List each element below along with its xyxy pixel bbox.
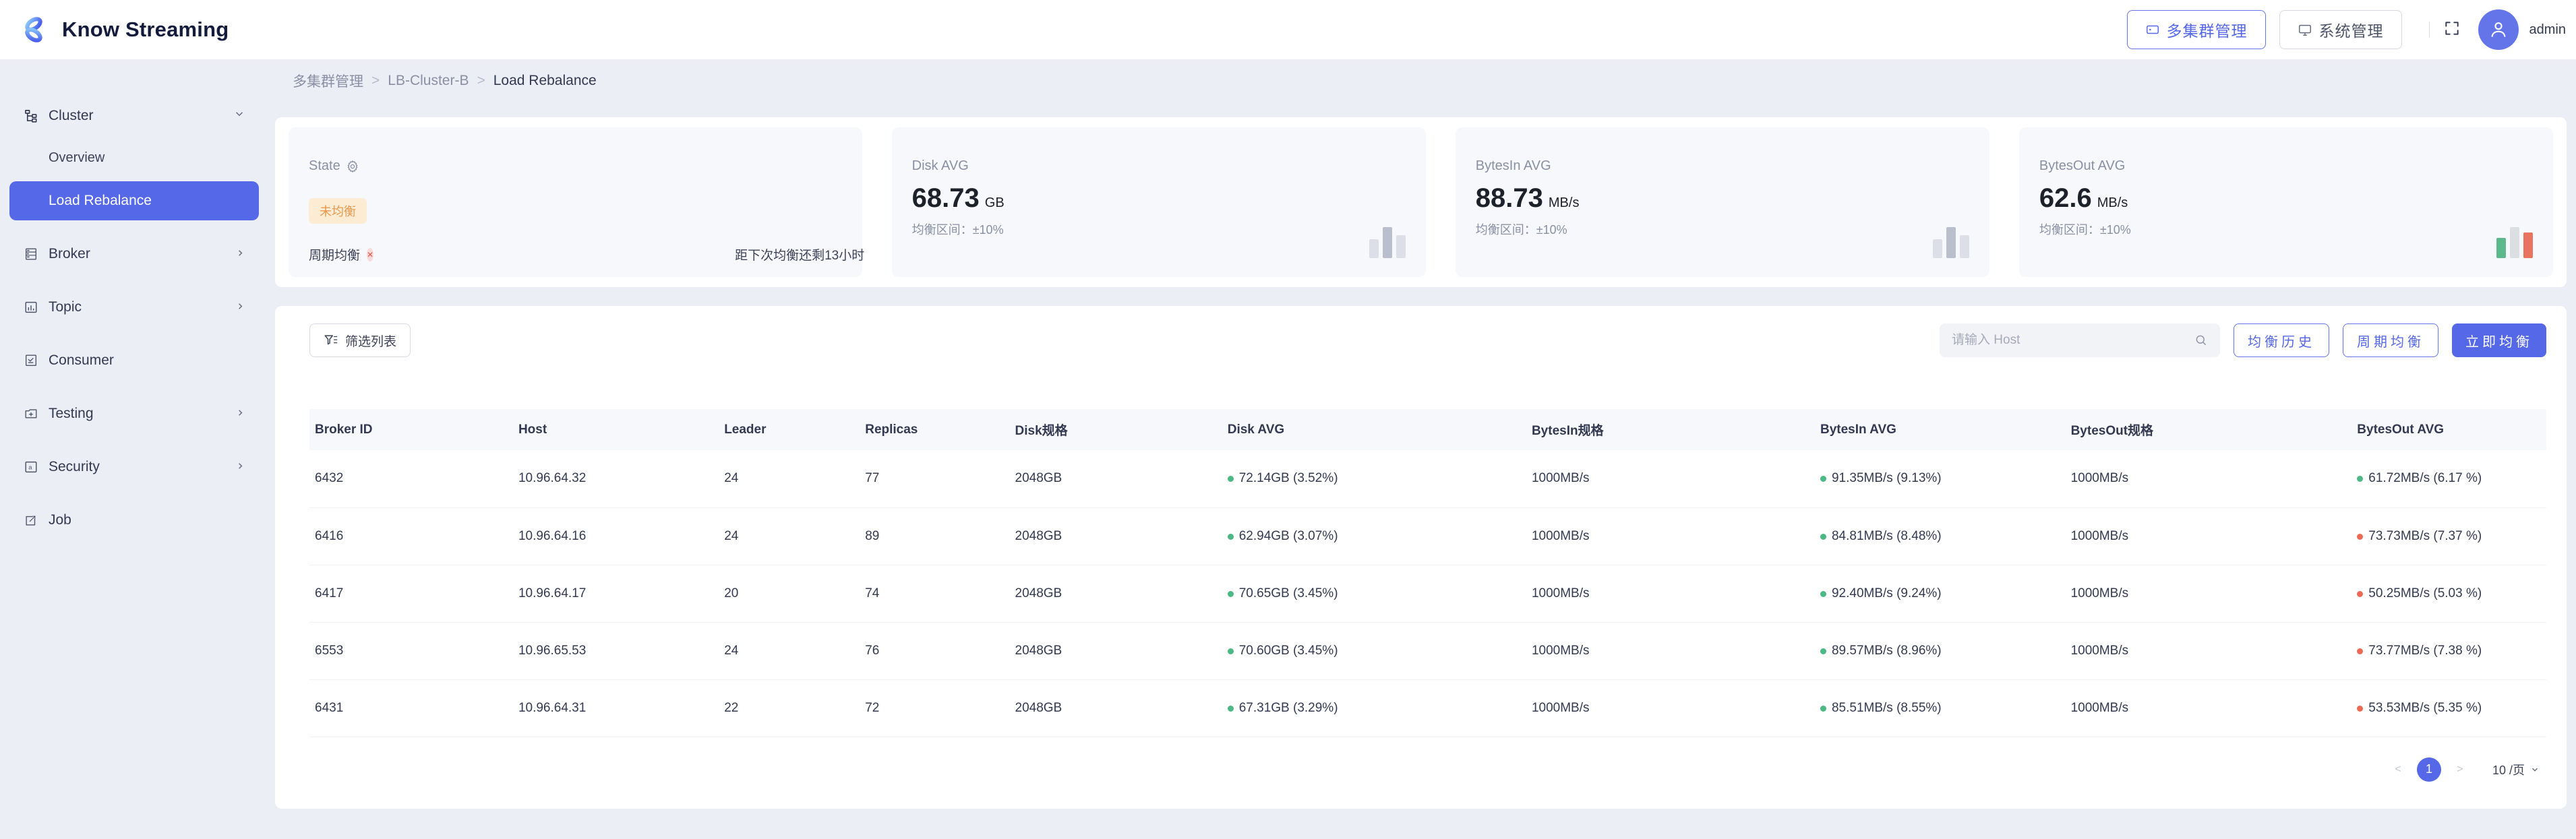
svg-text:a: a — [28, 464, 32, 470]
